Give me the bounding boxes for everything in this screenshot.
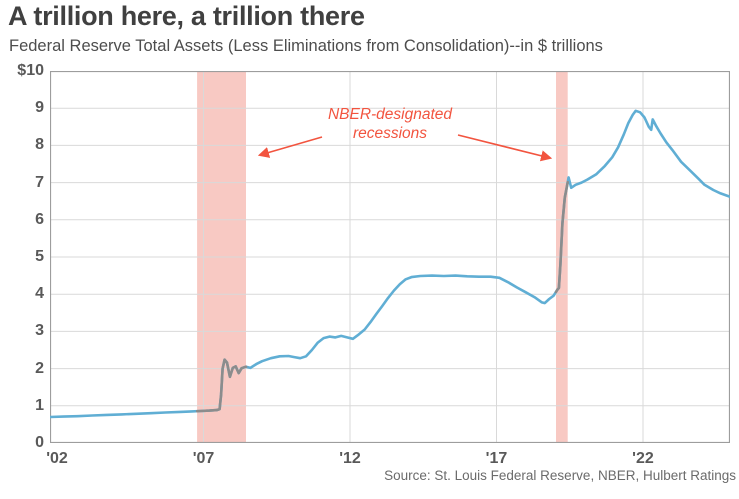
y-tick-label: 5 bbox=[35, 248, 44, 265]
page-subtitle: Federal Reserve Total Assets (Less Elimi… bbox=[9, 37, 603, 55]
y-tick-label: 8 bbox=[35, 136, 44, 154]
y-tick-label: 2 bbox=[35, 359, 44, 377]
y-tick-label: $10 bbox=[17, 62, 44, 79]
annotation-line-2: recessions bbox=[352, 125, 428, 142]
annotation-arrow bbox=[457, 134, 553, 162]
x-tick-label: '22 bbox=[632, 450, 654, 467]
y-tick-label: 9 bbox=[35, 99, 44, 117]
y-tick-label: 6 bbox=[35, 210, 44, 228]
source-note: Source: St. Louis Federal Reserve, NBER,… bbox=[384, 468, 736, 483]
chart-plot-area bbox=[50, 71, 730, 443]
x-tick-label: '17 bbox=[485, 450, 508, 467]
chart-line-recession-segment bbox=[554, 180, 570, 294]
plot-border bbox=[50, 71, 730, 443]
y-tick-label: 1 bbox=[35, 396, 44, 414]
chart-line bbox=[50, 109, 730, 419]
y-tick-label: 3 bbox=[35, 322, 44, 340]
y-tick-label: 4 bbox=[35, 285, 44, 303]
y-tick-label: 0 bbox=[35, 434, 44, 451]
y-tick-label: 7 bbox=[35, 173, 44, 191]
recession-annotation: NBER-designated recessions bbox=[285, 105, 495, 143]
x-tick-label: '02 bbox=[46, 450, 68, 467]
annotation-line-1: NBER-designated bbox=[327, 106, 453, 123]
page-title: A trillion here, a trillion there bbox=[8, 1, 365, 31]
chart-line-recession-segment bbox=[195, 358, 248, 413]
annotation-arrow bbox=[257, 136, 323, 158]
x-tick-label: '07 bbox=[192, 450, 215, 467]
x-tick-label: '12 bbox=[339, 450, 361, 467]
